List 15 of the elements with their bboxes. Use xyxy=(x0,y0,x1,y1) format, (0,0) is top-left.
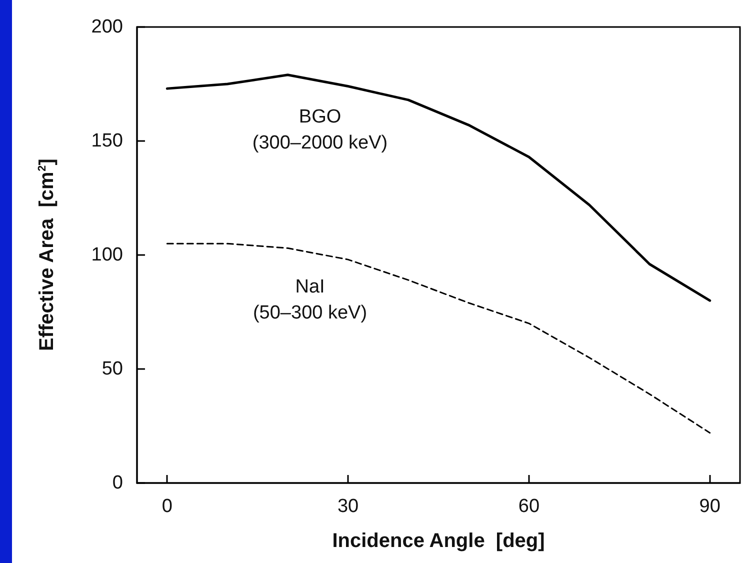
x-tick-label: 90 xyxy=(699,496,720,517)
line-series xyxy=(166,74,712,302)
annotation: NaI (50–300 keV) xyxy=(252,276,368,324)
y-tick-label: 50 xyxy=(102,358,123,380)
x-axis-title: Incidence Angle [deg] xyxy=(332,530,545,552)
line-series xyxy=(166,242,711,434)
y-tick-label: 0 xyxy=(112,472,123,494)
x-tick-label: 0 xyxy=(162,496,172,517)
x-tick-label: 60 xyxy=(518,496,540,517)
y-tick-label: 150 xyxy=(91,130,123,152)
annotation: BGO (300–2000 keV) xyxy=(252,106,388,154)
y-axis-title: Effective Area [cm2] xyxy=(36,158,58,352)
y-tick-label: 200 xyxy=(91,16,123,38)
y-tick-label: 100 xyxy=(91,244,123,266)
x-tick-label: 30 xyxy=(337,496,359,517)
